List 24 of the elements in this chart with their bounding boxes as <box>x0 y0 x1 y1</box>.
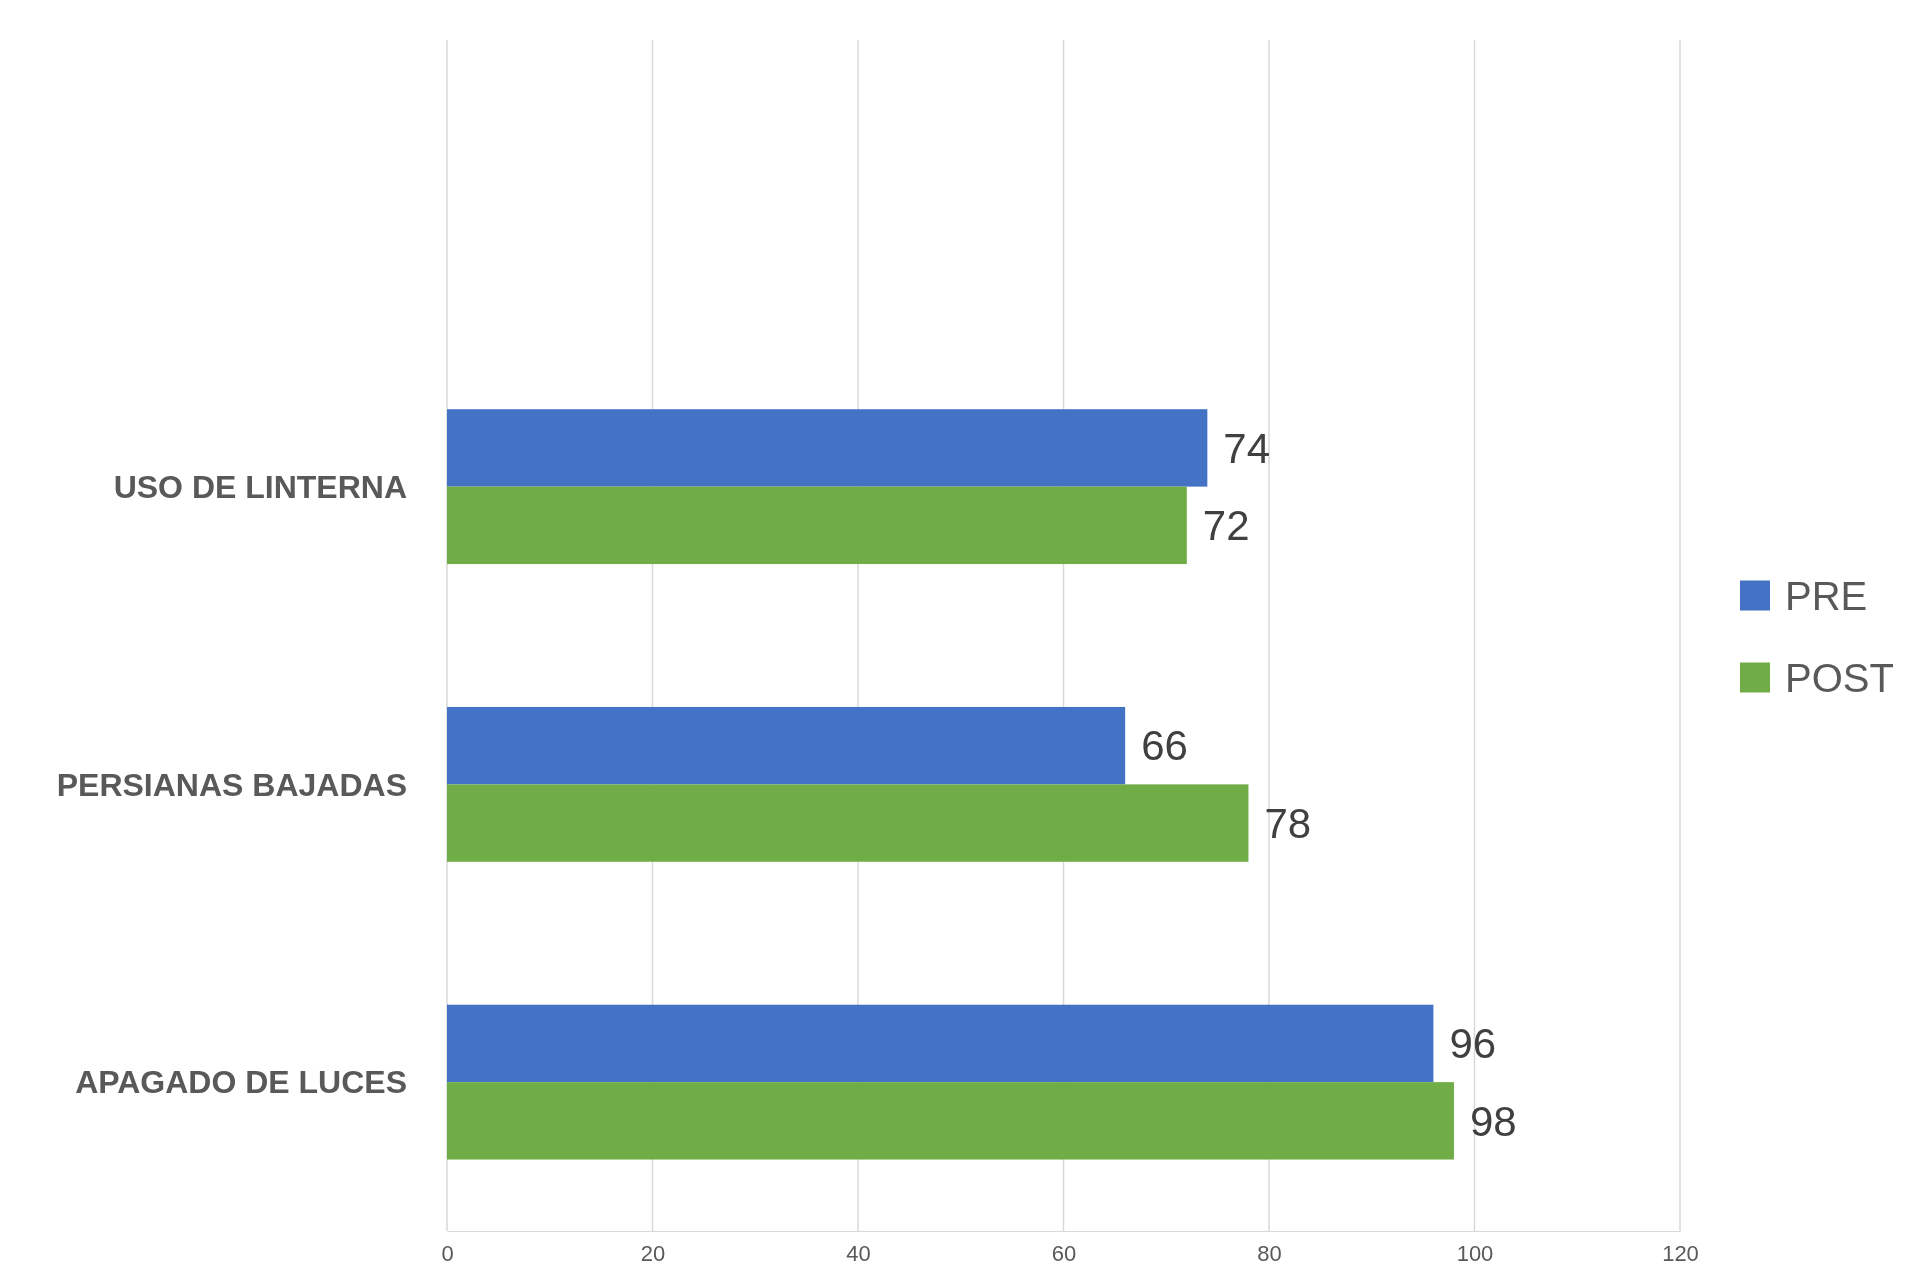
data-label: 96 <box>1449 1020 1497 1068</box>
data-label: 78 <box>1264 799 1312 847</box>
legend-label: POST <box>1785 655 1894 700</box>
bar <box>447 409 1208 487</box>
bar <box>447 1082 1454 1160</box>
data-label: 66 <box>1141 722 1188 770</box>
legend-label: PRE <box>1785 573 1868 618</box>
data-label: 98 <box>1469 1097 1517 1145</box>
y-tick-label: APAGADO DE LUCES <box>75 1064 407 1101</box>
x-tick-label: 120 <box>1662 1240 1699 1266</box>
y-tick-label: USO DE LINTERNA <box>113 468 407 505</box>
x-tick-label: 20 <box>640 1240 666 1266</box>
bar <box>447 784 1249 862</box>
x-tick-label: 100 <box>1456 1240 1494 1266</box>
x-tick-label: 60 <box>1051 1240 1077 1266</box>
x-tick-label: 80 <box>1257 1240 1282 1266</box>
data-label: 72 <box>1202 502 1250 550</box>
x-tick-label: 40 <box>846 1240 871 1266</box>
bar <box>447 1004 1434 1083</box>
x-tick-label: 0 <box>441 1240 454 1266</box>
bar <box>447 486 1187 565</box>
y-tick-label: PERSIANAS BAJADAS <box>56 766 407 803</box>
bar <box>447 706 1126 785</box>
data-label: 74 <box>1223 424 1271 472</box>
